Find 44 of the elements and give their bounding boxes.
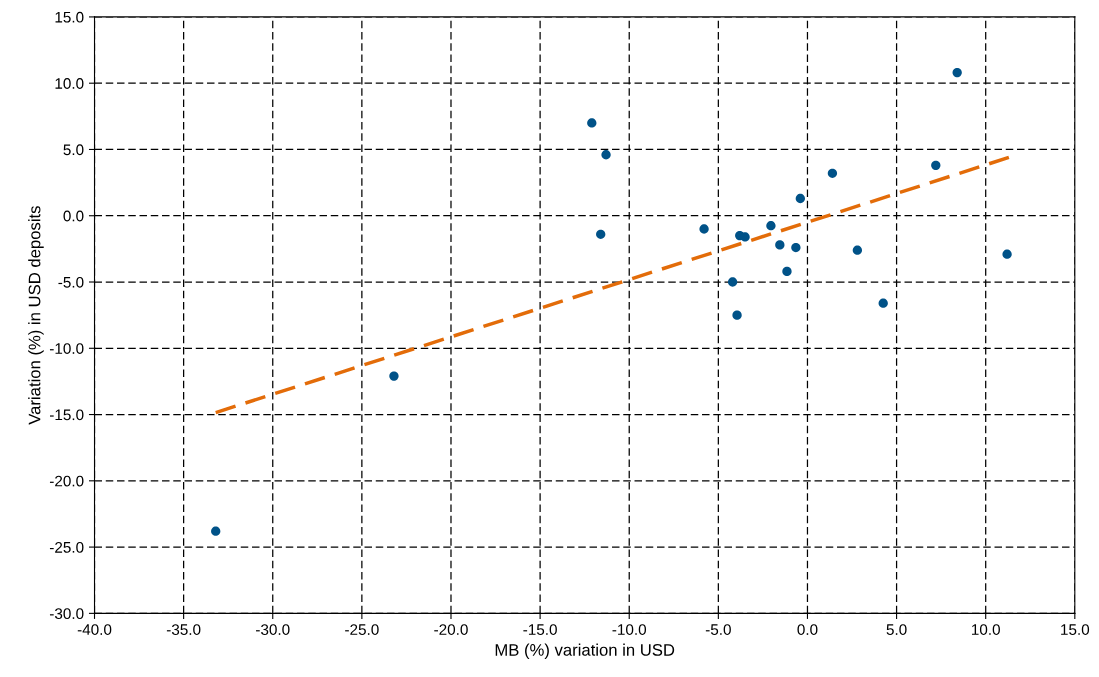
point (601, 150, 611, 160)
point (795, 193, 805, 204)
y-tick-label: -15.0 (49, 409, 84, 421)
x-tick-label: 0.0 (797, 624, 818, 635)
point (775, 240, 785, 250)
y-tick-label: 10.0 (55, 78, 84, 89)
point (791, 242, 801, 253)
point (732, 310, 742, 320)
point (1002, 249, 1012, 259)
point (727, 277, 738, 287)
x-tick-label: -40.0 (77, 624, 112, 635)
x-tick-label: 10.0 (972, 624, 1000, 635)
point (782, 266, 792, 277)
x-tick-label: 5.0 (886, 624, 907, 635)
point (827, 168, 838, 178)
x-tick-label: -10.0 (612, 624, 647, 635)
y-tick-label: -30.0 (49, 608, 84, 620)
y-tick-label: 5.0 (63, 144, 84, 156)
x-tick-label: -35.0 (166, 624, 201, 635)
point (587, 118, 597, 128)
y-tick-label: -5.0 (58, 276, 84, 288)
y-tick-label: -10.0 (49, 343, 84, 354)
point (952, 67, 962, 78)
point (211, 526, 221, 536)
y-tick-label: -20.0 (49, 475, 84, 487)
y-tick-label: 0.0 (63, 210, 84, 222)
point (596, 229, 606, 239)
x-tick-label: -30.0 (256, 624, 290, 635)
point (766, 221, 776, 231)
point (740, 232, 750, 242)
point (852, 245, 863, 255)
x-tick-label: -20.0 (434, 624, 468, 635)
point (878, 298, 888, 308)
y-tick-label: 15.0 (55, 11, 84, 23)
point (931, 160, 941, 171)
x-tick-label: 15.0 (1061, 624, 1090, 635)
point (699, 224, 709, 234)
y-axis-title: Variation (%) in USD deposits (28, 206, 44, 425)
x-tick-label: -15.0 (523, 624, 557, 635)
y-tick-label: -25.0 (49, 541, 84, 553)
point (389, 371, 399, 381)
x-axis-title: MB (%) variation in USD (495, 643, 675, 660)
x-tick-label: -25.0 (345, 624, 379, 635)
x-tick-label: -5.0 (705, 624, 731, 635)
